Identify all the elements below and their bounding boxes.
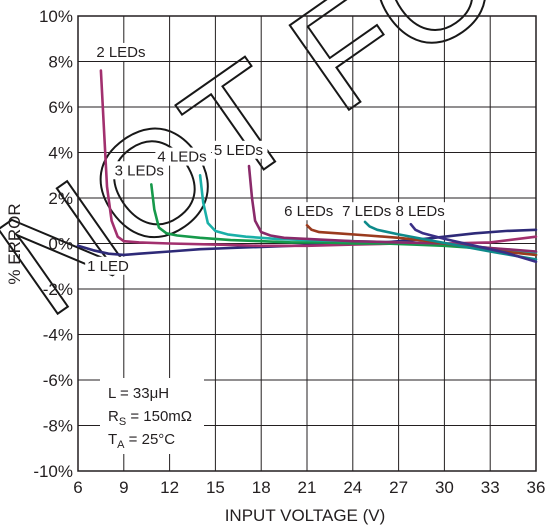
series-label-background (85, 256, 133, 275)
x-tick-label: 9 (119, 478, 128, 497)
series-label-background (211, 140, 268, 159)
y-tick-label: -6% (43, 371, 73, 390)
series-label: 7 LEDs (342, 203, 391, 220)
y-tick-label: 4% (48, 144, 73, 163)
series-line-8-leds (409, 222, 538, 263)
x-tick-label: 27 (389, 478, 408, 497)
y-tick-label: 8% (48, 53, 73, 72)
x-axis-title: INPUT VOLTAGE (V) (225, 506, 386, 525)
condition-temperature: TA = 25°C (108, 431, 175, 451)
y-tick-label: 6% (48, 98, 73, 117)
series-label-background (282, 202, 338, 221)
y-tick-label: 2% (48, 189, 73, 208)
x-tick-label: 12 (160, 478, 179, 497)
x-tick-label: 18 (252, 478, 271, 497)
x-tick-labels: 6 9 12 15 18 21 24 27 30 33 36 (73, 478, 545, 497)
series-label: 6 LEDs (284, 203, 333, 220)
y-tick-labels: 10% 8% 6% 4% 2% 0% -2% -4% -6% -8% -10% (33, 7, 73, 481)
x-tick-label: 15 (206, 478, 225, 497)
watermark-text: NOT FOR NEW (0, 0, 547, 348)
x-tick-label: 36 (527, 478, 546, 497)
series-label-background (112, 161, 169, 180)
watermark: NOT FOR NEW (0, 0, 547, 348)
x-tick-label: 33 (481, 478, 500, 497)
series-label: 5 LEDs (214, 142, 263, 159)
condition-inductance: L = 33μH (108, 385, 169, 402)
conditions-background (100, 378, 204, 454)
y-tick-label: 10% (39, 7, 73, 26)
series-group (76, 69, 538, 263)
series-label-background (393, 202, 450, 221)
series-label: 4 LEDs (157, 149, 206, 166)
series-label: 2 LEDs (96, 44, 145, 61)
x-tick-label: 30 (435, 478, 454, 497)
series-label: 8 LEDs (396, 203, 445, 220)
series-label: 1 LED (87, 258, 129, 275)
series-label: 3 LEDs (115, 162, 164, 179)
series-label-background (94, 42, 150, 61)
y-axis-title: % ERROR (5, 203, 24, 284)
y-tick-label: -2% (43, 280, 73, 299)
series-line-3-leds (150, 183, 538, 257)
series-line-7-leds (363, 220, 538, 261)
y-tick-label: 0% (48, 235, 73, 254)
y-tick-label: -4% (43, 326, 73, 345)
y-tick-label: -10% (33, 462, 73, 481)
y-tick-label: -8% (43, 417, 73, 436)
conditions-box: L = 33μH RS = 150mΩ TA = 25°C (100, 378, 204, 454)
x-tick-label: 21 (298, 478, 317, 497)
x-tick-label: 24 (343, 478, 362, 497)
x-tick-label: 6 (73, 478, 82, 497)
series-label-background (340, 202, 396, 221)
plot-frame (77, 15, 537, 472)
condition-sense-resistor: RS = 150mΩ (108, 408, 192, 428)
series-label-background (155, 147, 211, 166)
